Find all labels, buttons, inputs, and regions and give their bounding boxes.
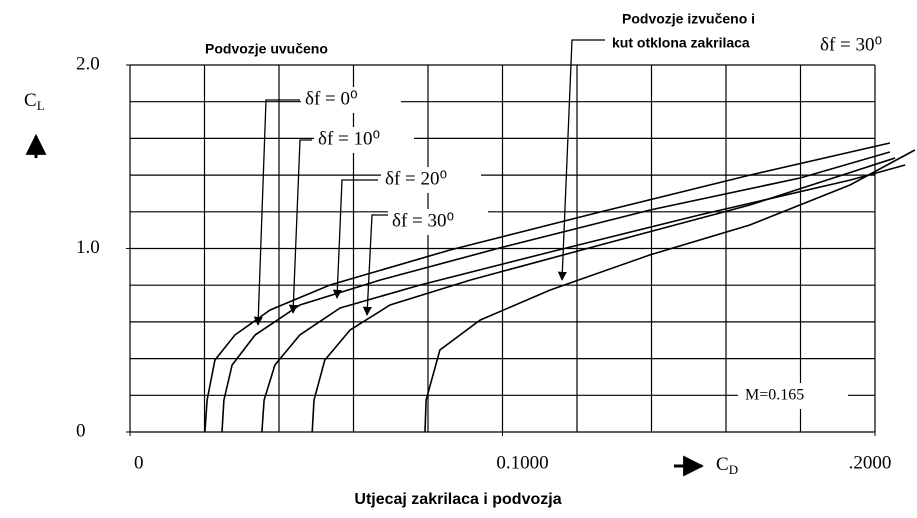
curve <box>424 149 916 433</box>
grid: 0 0.1000 .2000 0 1.0 2.0 <box>76 53 891 473</box>
legend-label: δf = 10⁰ <box>318 128 380 149</box>
label-background <box>301 87 401 113</box>
annotation: Podvozje izvučeno i <box>622 11 755 27</box>
leader-arrow <box>557 39 605 281</box>
legend-label: δf = 0⁰ <box>305 88 358 109</box>
annotation: kut otklona zakrilaca <box>612 35 750 51</box>
x-tick-label: 0 <box>134 452 144 473</box>
y-axis-label: CL <box>24 90 45 113</box>
x-tick-label: 0.1000 <box>496 452 548 473</box>
y-tick-label: 2.0 <box>76 53 100 74</box>
x-axis-label-sub: D <box>729 462 738 477</box>
leader-arrow <box>362 214 388 316</box>
label-background <box>600 5 917 57</box>
y-axis-label-main: C <box>24 90 37 111</box>
leader-arrow <box>332 179 378 299</box>
y-tick-label: 1.0 <box>76 237 100 258</box>
x-tick-label: .2000 <box>849 452 892 473</box>
label-background <box>314 127 414 153</box>
leader-arrow <box>253 99 300 326</box>
chart-title: Utjecaj zakrilaca i podvozja <box>354 491 561 508</box>
leader-arrow <box>288 139 312 314</box>
annotation: M=0.165 <box>745 387 804 404</box>
label-background <box>388 209 488 235</box>
curve <box>311 157 896 433</box>
x-axis-label: CD <box>716 454 738 477</box>
legend-label: δf = 20⁰ <box>385 168 447 189</box>
annotation: Podvozje uvučeno <box>205 41 328 57</box>
label-background <box>381 167 481 193</box>
curve <box>204 142 891 433</box>
y-axis-label-sub: L <box>37 98 45 113</box>
y-tick-label: 0 <box>76 420 86 441</box>
label-background <box>738 383 848 409</box>
x-axis-label-main: C <box>716 454 729 475</box>
legend-label: δf = 30⁰ <box>392 210 454 231</box>
annotation: δf = 30⁰ <box>820 34 882 55</box>
